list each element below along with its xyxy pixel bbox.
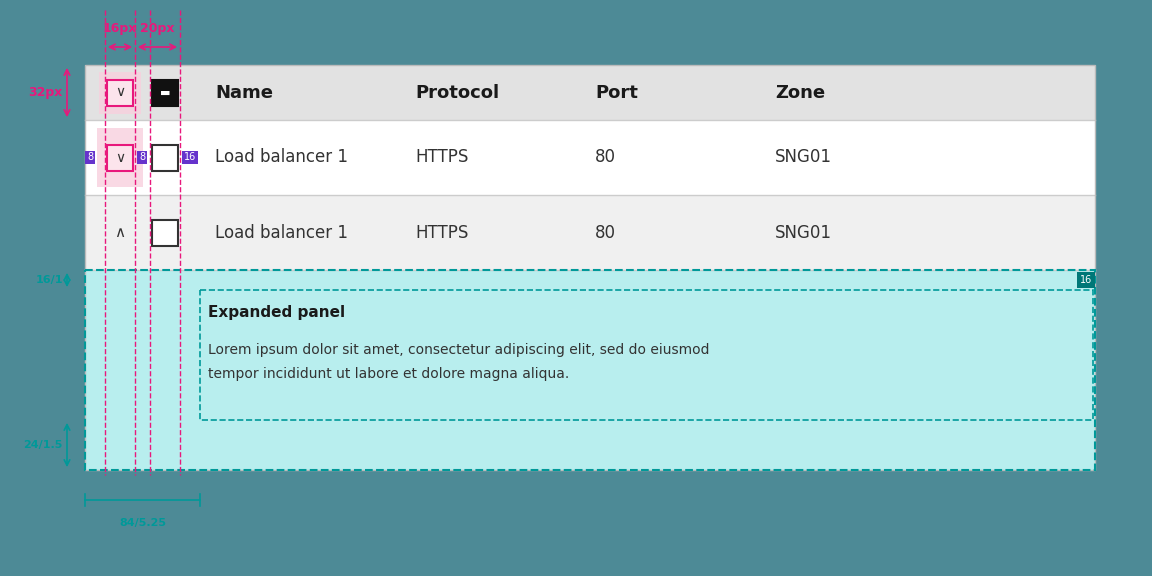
Text: Lorem ipsum dolor sit amet, consectetur adipiscing elit, sed do eiusmod: Lorem ipsum dolor sit amet, consectetur … [209, 343, 710, 357]
Text: Protocol: Protocol [415, 84, 499, 101]
Text: 24/1.5: 24/1.5 [24, 440, 63, 450]
Bar [97, 128, 143, 187]
Bar [152, 79, 179, 105]
Text: Load balancer 1: Load balancer 1 [215, 223, 348, 241]
Text: Expanded panel: Expanded panel [209, 305, 346, 320]
Bar [85, 270, 1096, 470]
Text: 8: 8 [86, 153, 93, 162]
Text: ∨: ∨ [115, 150, 126, 165]
Text: 80: 80 [594, 149, 616, 166]
Text: Zone: Zone [775, 84, 825, 101]
Text: HTTPS: HTTPS [415, 223, 469, 241]
Text: 80: 80 [594, 223, 616, 241]
Text: 32px: 32px [29, 86, 63, 99]
Text: 16: 16 [1079, 275, 1092, 285]
Bar [152, 145, 179, 170]
Bar [85, 120, 1096, 195]
Bar [85, 65, 1096, 120]
Text: 16/1: 16/1 [36, 275, 63, 285]
Bar [200, 290, 1093, 420]
Text: 84/5.25: 84/5.25 [119, 518, 166, 528]
Text: 16px: 16px [103, 22, 137, 35]
Text: ∨: ∨ [115, 85, 126, 100]
Text: Name: Name [215, 84, 273, 101]
Text: SNG01: SNG01 [775, 149, 832, 166]
Text: ▬: ▬ [160, 88, 170, 97]
Text: ∧: ∧ [114, 225, 126, 240]
Text: Port: Port [594, 84, 638, 101]
Text: 20px: 20px [141, 22, 175, 35]
Bar [99, 71, 141, 113]
Text: 16: 16 [184, 153, 196, 162]
Bar [85, 270, 1096, 470]
Bar [85, 65, 1096, 470]
Text: Load balancer 1: Load balancer 1 [215, 149, 348, 166]
Text: 8: 8 [139, 153, 145, 162]
Bar [107, 145, 132, 170]
Bar [107, 79, 132, 105]
Text: tempor incididunt ut labore et dolore magna aliqua.: tempor incididunt ut labore et dolore ma… [209, 367, 569, 381]
Bar [85, 195, 1096, 270]
Text: SNG01: SNG01 [775, 223, 832, 241]
Bar [152, 219, 179, 245]
Text: HTTPS: HTTPS [415, 149, 469, 166]
